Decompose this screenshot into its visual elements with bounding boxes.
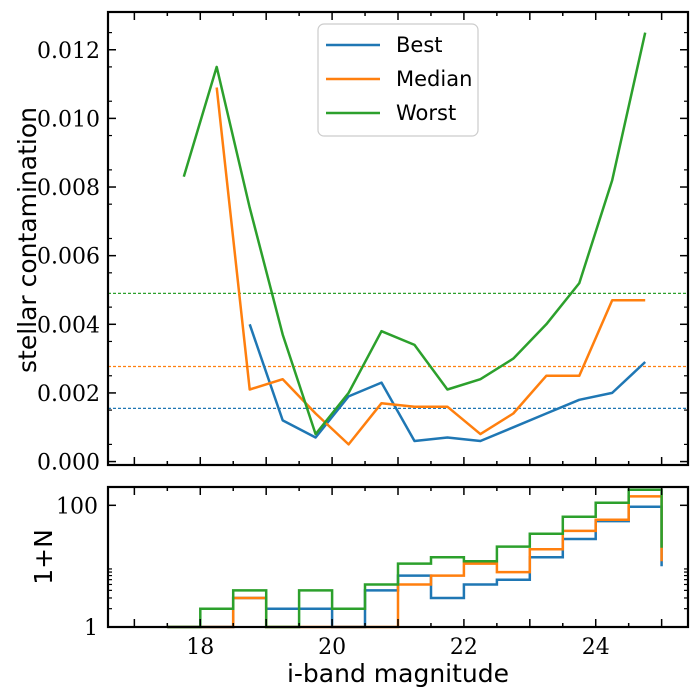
x-tick-label: 18 bbox=[186, 635, 214, 660]
y-tick-label: 0.012 bbox=[37, 39, 100, 64]
legend-box bbox=[317, 23, 479, 137]
x-tick-label: 20 bbox=[318, 635, 346, 660]
y-tick-label: 0.010 bbox=[37, 107, 100, 132]
legend: Best Median Worst bbox=[317, 23, 479, 137]
counts-ticks: 1 100 18 20 22 24 bbox=[56, 487, 688, 660]
y-tick-label: 0.004 bbox=[37, 313, 100, 338]
y-tick-label: 0.000 bbox=[37, 451, 100, 476]
x-tick-label: 22 bbox=[450, 635, 478, 660]
series-line-best bbox=[248, 323, 647, 443]
counts-y-axis-label: 1+N bbox=[29, 529, 58, 585]
x-axis-label: i-band magnitude bbox=[287, 659, 509, 688]
y-tick-label: 0.008 bbox=[37, 176, 100, 201]
y-tick-label: 100 bbox=[56, 494, 98, 519]
legend-label-median: Median bbox=[396, 67, 472, 91]
y-tick-label: 1 bbox=[84, 616, 98, 641]
counts-panel: 1 100 18 20 22 24 1+N i-band magnitude bbox=[29, 485, 690, 688]
series-line-worst bbox=[182, 32, 647, 436]
contamination-panel: 0.000 0.002 0.004 0.006 0.008 0.010 0.012 stel… bbox=[13, 10, 690, 476]
contamination-ticks: 0.000 0.002 0.004 0.006 0.008 0.010 0.012 bbox=[37, 12, 688, 476]
y-tick-label: 0.006 bbox=[37, 245, 100, 270]
contamination-y-axis-label: stellar contamination bbox=[13, 107, 42, 373]
reference-lines bbox=[108, 292, 688, 409]
contamination-plot-frame bbox=[106, 10, 690, 467]
histogram-worst bbox=[167, 488, 663, 629]
contamination-series bbox=[182, 32, 647, 446]
count-histograms bbox=[167, 488, 663, 629]
counts-plot-frame bbox=[106, 485, 690, 629]
legend-label-worst: Worst bbox=[396, 101, 456, 125]
legend-label-best: Best bbox=[396, 33, 443, 57]
x-tick-label: 24 bbox=[582, 635, 610, 660]
y-tick-label: 0.002 bbox=[37, 382, 100, 407]
series-line-median bbox=[215, 87, 646, 446]
